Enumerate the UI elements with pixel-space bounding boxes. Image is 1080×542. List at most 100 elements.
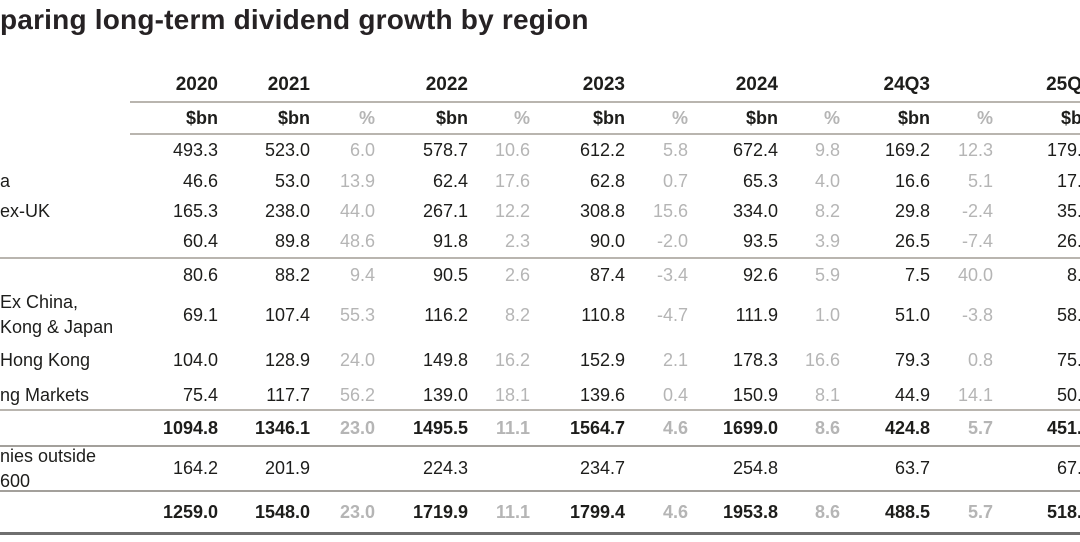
percent-value-cell: 8.6 [814,417,840,438]
percent-value-cell: 13.9 [339,170,375,191]
bn-value-cell: 69.1 [182,304,218,325]
percent-value-cell: 23.0 [339,501,375,522]
bn-value-cell: 169.2 [884,140,930,160]
row-label-cell: ng Markets [0,381,130,409]
row-label-cell: nies outside 600 [0,446,130,491]
percent-value-cell: 5.1 [967,170,993,191]
bn-value-cell: 518. [1046,501,1080,522]
bn-value-cell: 488.5 [884,501,930,522]
year-header-2021: 2021 [267,74,310,95]
percent-value-cell [930,447,993,490]
percent-value-cell: 12.3 [957,140,993,160]
percent-unit-header: % [358,107,375,128]
percent-value-cell: 56.2 [339,384,375,405]
bn-value-cell: 50. [1056,384,1080,405]
spacer-cell [930,69,993,101]
bn-value-cell: 1719.9 [412,501,468,522]
bn-value-cell: 104.0 [172,349,218,370]
row-label-cell: Hong Kong [0,339,130,381]
percent-value-cell: 8.6 [814,501,840,522]
row-label-cell [0,226,130,257]
bn-unit-header: $bn [185,107,218,128]
bn-value-cell: 17. [1056,170,1080,191]
spacer-cell [625,69,688,101]
bn-value-cell: 672.4 [732,140,778,160]
spacer-cell [310,69,375,101]
percent-value-cell: -2.0 [656,231,688,251]
bn-value-cell: 65.3 [742,170,778,191]
percent-value-cell: 9.8 [814,140,840,160]
dividend-growth-table: 2020 2021 2022 2023 2024 24Q3 25Q $bn $bn% $bn% $b… [0,69,1080,535]
bn-value-cell: 164.2 [172,458,218,478]
row-label-line: a [0,170,11,191]
section-divider-line [0,532,1080,535]
percent-value-cell: 17.6 [494,170,530,191]
row-label-cell [0,411,130,445]
spacer-cell [0,69,130,101]
bn-value-cell: 523.0 [264,140,310,160]
percent-value-cell: 2.6 [504,264,530,285]
bn-value-cell: 178.3 [732,349,778,370]
bn-value-cell: 91.8 [432,231,468,251]
bn-value-cell: 139.6 [579,384,625,405]
year-header-24Q3: 24Q3 [883,74,930,95]
percent-value-cell: 11.1 [495,417,530,438]
row-label-line: Kong & Japan [0,317,114,337]
bn-value-cell: 62.8 [589,170,625,191]
percent-value-cell: 1.0 [814,304,840,325]
percent-value-cell [778,447,840,490]
percent-value-cell: 0.8 [967,349,993,370]
bn-value-cell: 51.0 [894,304,930,325]
bn-value-cell: 107.4 [264,304,310,325]
row-label: Hong Kong [0,348,90,373]
bn-value-cell: 224.3 [422,458,468,478]
section-divider-line [0,409,1080,411]
row-label: nies outside 600 [0,444,96,494]
percent-value-cell: 9.4 [349,264,375,285]
bn-value-cell: 1799.4 [569,501,625,522]
bn-value-cell: 93.5 [742,231,778,251]
bn-value-cell: 60.4 [182,231,218,251]
percent-value-cell: 24.0 [339,349,375,370]
bn-value-cell: 16.6 [894,170,930,191]
percent-value-cell: 23.0 [339,417,375,438]
year-header-2022: 2022 [425,74,468,95]
bn-value-cell: 149.8 [422,349,468,370]
table-row: nies outside 600 164.2 201.9 224.3 234.7 254.8… [0,446,1080,491]
bn-unit-header: $b [1060,107,1080,128]
page-title: paring long-term dividend growth by regi… [0,4,589,35]
total-row: 1094.8 1346.1 23.0 1495.5 11.1 1564.7 4.6 1699.… [0,411,1080,445]
percent-value-cell: 15.6 [652,200,688,221]
percent-value-cell: -7.4 [961,231,993,251]
bn-value-cell: 110.8 [581,304,625,325]
spacer-cell [468,69,530,101]
percent-value-cell: 8.1 [814,384,840,405]
percent-value-cell: 11.1 [495,501,530,522]
row-label-cell [0,259,130,291]
year-header-25Q: 25Q [1046,74,1080,95]
year-header-2024: 2024 [735,74,778,95]
table-row: a 46.6 53.0 13.9 62.4 17.6 62.8 0.7 65.3 4.0 16.6 5… [0,166,1080,196]
table-row: Ex China, Kong & Japan 69.1 107.4 55.3 116.2 8… [0,291,1080,339]
year-header-2020: 2020 [175,74,218,95]
percent-unit-header: % [976,107,993,128]
bn-value-cell: 92.6 [742,264,778,285]
row-label: ng Markets [0,383,89,408]
percent-value-cell: 2.1 [662,349,688,370]
table-row: 60.4 89.8 48.6 91.8 2.3 90.0 -2.0 93.5 3.9 26.5 -7… [0,226,1080,257]
bn-value-cell: 612.2 [579,140,625,160]
percent-value-cell: 14.1 [957,384,993,405]
percent-value-cell: 0.7 [662,170,688,191]
unit-header-row: $bn $bn% $bn% $bn% $bn% $bn% $b [0,103,1080,133]
percent-value-cell: 16.2 [494,349,530,370]
bn-value-cell: 1548.0 [254,501,310,522]
bn-value-cell: 79.3 [894,349,930,370]
bn-value-cell: 234.7 [579,458,625,478]
percent-value-cell [468,447,530,490]
bn-value-cell: 1564.7 [569,417,625,438]
percent-value-cell: -3.8 [961,304,993,325]
table-row: Hong Kong 104.0 128.9 24.0 149.8 16.2 152.9 2.1… [0,339,1080,381]
percent-value-cell [310,447,375,490]
percent-value-cell: 5.7 [967,501,993,522]
